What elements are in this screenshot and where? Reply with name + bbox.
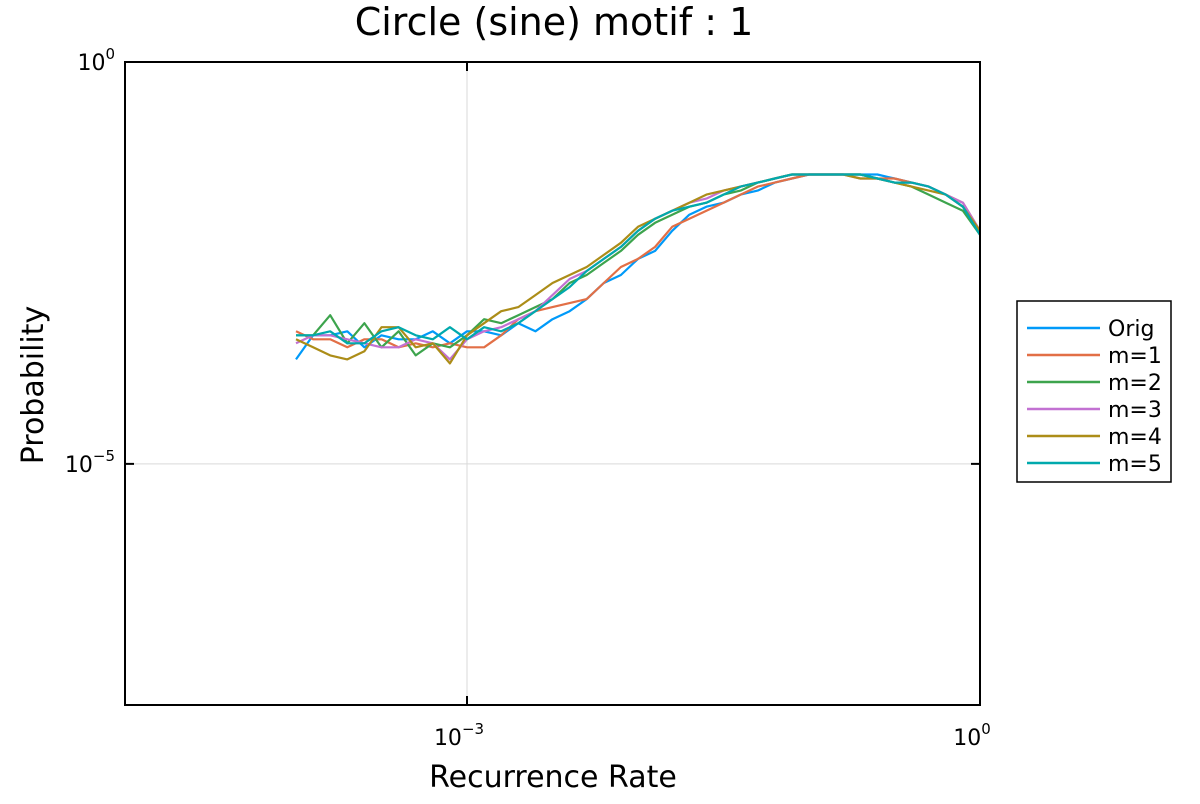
y-tick-label: 10−5 bbox=[65, 447, 115, 478]
grid-lines bbox=[125, 61, 981, 705]
y-tick-label: 100 bbox=[77, 45, 115, 76]
axis-ticks: 10−3 100 100 10−5 bbox=[65, 45, 991, 751]
legend-label: Orig bbox=[1108, 317, 1154, 342]
y-axis-label: Probability bbox=[16, 306, 51, 465]
series-line-m5 bbox=[296, 173, 981, 345]
legend-label: m=4 bbox=[1108, 425, 1162, 450]
series-line-m4 bbox=[295, 173, 981, 365]
x-tick-label: 10−3 bbox=[434, 720, 484, 751]
series-line-m1 bbox=[295, 173, 981, 349]
x-tick-label: 100 bbox=[953, 720, 991, 751]
legend-label: m=2 bbox=[1108, 371, 1162, 396]
x-axis-label: Recurrence Rate bbox=[429, 760, 677, 795]
legend-label: m=3 bbox=[1108, 398, 1162, 423]
legend-box bbox=[1016, 300, 1172, 483]
legend-label: m=5 bbox=[1108, 452, 1162, 477]
chart-title: Circle (sine) motif : 1 bbox=[355, 0, 754, 44]
plot-frame bbox=[124, 61, 981, 706]
series-lines bbox=[295, 173, 981, 365]
legend-label: m=1 bbox=[1108, 344, 1162, 369]
